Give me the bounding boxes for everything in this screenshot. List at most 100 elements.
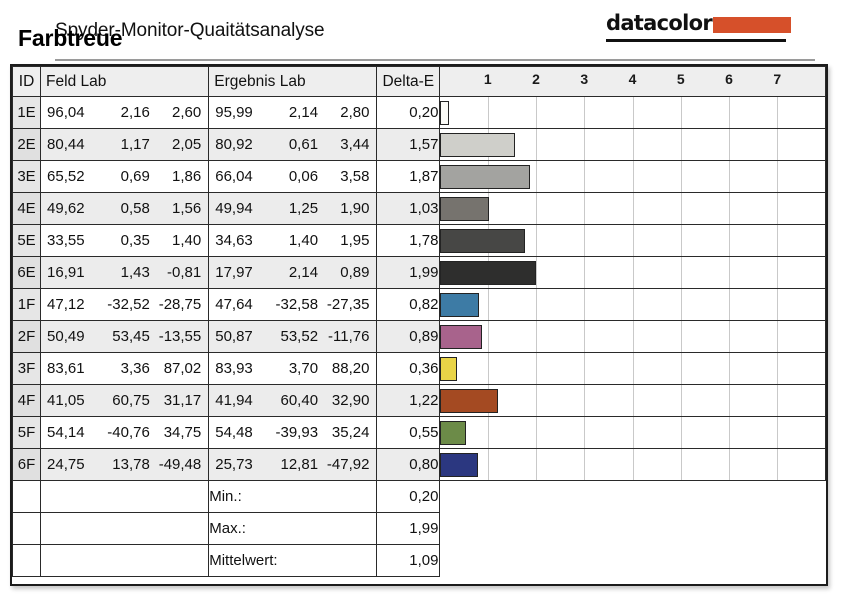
column-header-delta-e[interactable]: Delta-E: [376, 66, 440, 97]
ergebnis-lab-cell: 83,93 3,70 88,20: [208, 352, 378, 385]
feld-lab-cell-component-2: 2,05: [172, 136, 202, 153]
chart-gridlines: [440, 289, 825, 320]
table-row[interactable]: 6E 16,91 1,43 -0,81 17,97 2,14 0,89 1,99: [11, 256, 826, 289]
feld-lab-cell-component-0: 16,91: [47, 264, 85, 281]
ergebnis-lab-cell: 95,99 2,14 2,80: [208, 96, 378, 129]
feld-lab-cell-component-1: 1,43: [120, 264, 150, 281]
ergebnis-lab-cell-component-0: 41,94: [215, 392, 253, 409]
gridline-7: [777, 129, 779, 160]
ergebnis-lab-cell-component-2: 35,24: [331, 424, 370, 441]
summary-row: Mittelwert: 1,09: [11, 544, 826, 577]
gridline-6: [729, 161, 730, 192]
gridline-2: [536, 449, 537, 480]
gridline-7: [777, 417, 779, 448]
table-row[interactable]: 3F 83,61 3,36 87,02 83,93 3,70 88,20 0,36: [11, 352, 826, 385]
feld-lab-cell: 47,12 -32,52 -28,75: [40, 288, 210, 321]
feld-lab-cell: 80,44 1,17 2,05: [40, 128, 210, 161]
delta-e-bar-2F[interactable]: [439, 325, 483, 349]
table-row[interactable]: 5F 54,14 -40,76 34,75 54,48 -39,93 35,24 0,55: [11, 416, 826, 449]
gridline-7: [777, 225, 779, 256]
delta-e-bar-3F[interactable]: [439, 357, 457, 381]
table-row[interactable]: 4F 41,05 60,75 31,17 41,94 60,40 32,90 1,22: [11, 384, 826, 417]
gridline-6: [729, 353, 730, 384]
delta-e-bar-4E[interactable]: [439, 197, 490, 221]
table-row[interactable]: 1F 47,12 -32,52 -28,75 47,64 -32,58 -27,35 0,82: [11, 288, 826, 321]
delta-e-bar-6F[interactable]: [439, 453, 479, 477]
feld-lab-cell-component-2: 1,56: [172, 200, 202, 217]
delta-e-bar-1E[interactable]: [439, 101, 450, 125]
feld-lab-cell-component-1: -32,52: [107, 296, 150, 313]
gridline-6: [729, 321, 730, 352]
summary-spacer-feld: [40, 512, 210, 545]
summary-value: 0,20: [376, 480, 440, 513]
gridline-2: [536, 225, 537, 256]
row-id-3F: 3F: [11, 352, 42, 385]
ergebnis-lab-cell-component-1: 53,52: [280, 328, 319, 345]
feld-lab-cell-component-1: 0,69: [120, 168, 150, 185]
gridline-4: [632, 129, 634, 160]
delta-e-bar-5F[interactable]: [439, 421, 467, 445]
feld-lab-cell-component-0: 47,12: [47, 296, 85, 313]
summary-spacer-feld: [40, 480, 210, 513]
ergebnis-lab-cell-component-0: 54,48: [215, 424, 253, 441]
gridline-5: [680, 193, 682, 224]
table-row[interactable]: 3E 65,52 0,69 1,86 66,04 0,06 3,58 1,87: [11, 160, 826, 193]
delta-e-bar-5E[interactable]: [439, 229, 526, 253]
row-id-4F: 4F: [11, 384, 42, 417]
ergebnis-lab-cell-component-1: -32,58: [275, 296, 319, 313]
feld-lab-cell-component-1: 1,17: [120, 136, 150, 153]
column-header-feld-lab[interactable]: Feld Lab: [40, 66, 210, 97]
chart-gridlines: [440, 449, 825, 480]
delta-e-bar-4F[interactable]: [439, 389, 499, 413]
row-id-3E: 3E: [11, 160, 42, 193]
feld-lab-cell: 41,05 60,75 31,17: [40, 384, 210, 417]
summary-spacer-id: [11, 480, 42, 513]
row-id-5F: 5F: [11, 416, 42, 449]
delta-e-bar-1F[interactable]: [439, 293, 480, 317]
ergebnis-lab-cell-component-2: 88,20: [331, 360, 370, 377]
ergebnis-lab-cell-component-0: 83,93: [215, 360, 253, 377]
ergebnis-lab-cell-component-0: 66,04: [215, 168, 253, 185]
chart-cell: [438, 384, 826, 417]
gridline-2: [536, 193, 537, 224]
ergebnis-lab-cell-component-0: 17,97: [215, 264, 253, 281]
table-row[interactable]: 1E 96,04 2,16 2,60 95,99 2,14 2,80 0,20: [11, 96, 826, 129]
feld-lab-cell-component-0: 80,44: [47, 136, 85, 153]
gridline-7: [777, 321, 779, 352]
gridline-5: [680, 129, 682, 160]
gridline-2: [536, 385, 537, 416]
delta-e-bar-6E[interactable]: [439, 261, 536, 285]
gridline-7: [777, 193, 779, 224]
gridline-5: [680, 257, 682, 288]
delta-e-bar-3E[interactable]: [439, 165, 530, 189]
gridline-5: [680, 417, 682, 448]
table-row[interactable]: 4E 49,62 0,58 1,56 49,94 1,25 1,90 1,03: [11, 192, 826, 225]
table-row[interactable]: 2F 50,49 53,45 -13,55 50,87 53,52 -11,76 0,89: [11, 320, 826, 353]
gridline-6: [729, 289, 730, 320]
chart-axis-header: 1 2 3 4 5 6 7: [438, 66, 826, 97]
column-header-label: Delta-E: [382, 72, 435, 90]
axis-tick-4: 4: [628, 71, 637, 87]
gridline-4: [632, 225, 634, 256]
gridline-3: [584, 161, 586, 192]
ergebnis-lab-cell-component-1: 1,40: [288, 232, 319, 249]
ergebnis-lab-cell-component-0: 34,63: [215, 232, 253, 249]
gridline-5: [680, 353, 682, 384]
axis-tick-3: 3: [580, 71, 589, 87]
table-row[interactable]: 5E 33,55 0,35 1,40 34,63 1,40 1,95 1,78: [11, 224, 826, 257]
feld-lab-cell: 54,14 -40,76 34,75: [40, 416, 210, 449]
gridline-5: [680, 161, 682, 192]
chart-gridlines: [440, 193, 825, 224]
document-subtitle: Spyder-Monitor-Quaitätsanalyse: [55, 20, 325, 41]
table-row[interactable]: 2E 80,44 1,17 2,05 80,92 0,61 3,44 1,57: [11, 128, 826, 161]
table-row[interactable]: 6F 24,75 13,78 -49,48 25,73 12,81 -47,92 0,80: [11, 448, 826, 481]
delta-e-cell: 1,57: [376, 128, 440, 161]
column-header-ergebnis-lab[interactable]: Ergebnis Lab: [208, 66, 378, 97]
gridline-1: [487, 449, 489, 480]
gridline-6: [729, 257, 730, 288]
ergebnis-lab-cell-component-0: 47,64: [215, 296, 253, 313]
delta-e-bar-2E[interactable]: [439, 133, 516, 157]
page-title: Farbtreue: [18, 25, 123, 51]
column-header-id[interactable]: ID: [11, 66, 42, 97]
logo-row: datacolor: [606, 12, 791, 35]
